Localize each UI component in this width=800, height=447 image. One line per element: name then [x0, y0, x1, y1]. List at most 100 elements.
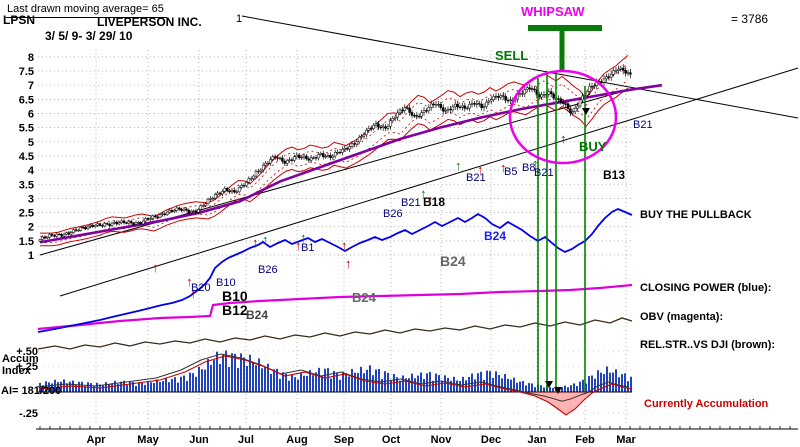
closing-power-line — [37, 208, 633, 333]
signal-arrows: ↑↑↑↑ ↑ ↑↑↑↑ ↑↑↑ ↑↑↑ ↑ — [152, 131, 567, 301]
b-signal-label: B8 — [522, 162, 535, 174]
b-signal-label: B24 — [484, 229, 506, 243]
price-tick-label: 4.5 — [19, 151, 34, 163]
signal-arrow: ↑ — [477, 162, 484, 177]
signal-arrow: ↑ — [252, 235, 259, 250]
trendlines — [39, 15, 799, 297]
accum-histogram — [38, 350, 632, 393]
accum-tick-label: +.50 — [16, 346, 38, 358]
b-signal-label: B10 — [216, 277, 236, 289]
signal-arrow: ↑ — [300, 230, 307, 245]
month-label: Jul — [238, 434, 254, 446]
signal-arrow: ↑ — [186, 274, 193, 289]
month-label: Oct — [382, 434, 401, 446]
price-tick-label: 3.5 — [19, 179, 34, 191]
signal-arrow: ↑ — [341, 238, 348, 253]
rel-strength-label: REL.STR..VS DJI (brown): — [640, 339, 776, 351]
month-label: Aug — [286, 434, 307, 446]
signal-arrow: ↑ — [455, 158, 462, 173]
signal-vlines — [537, 72, 590, 394]
obv-label: OBV (magenta): — [640, 311, 724, 323]
accum-index-label-line1: Accum — [2, 353, 39, 365]
axis-labels: 8 7.5 7 6.5 6 5.5 5 4.5 4 3.5 3 2.5 2 1.5 1 +.50 +.25 -.2… — [16, 52, 38, 420]
b-signal-label: B18 — [423, 195, 445, 209]
b-signal-label: B24 — [246, 308, 268, 322]
price-tick-label: 1 — [28, 250, 34, 262]
ticker-symbol: LPSN — [3, 13, 36, 27]
signal-arrow: ↑ — [190, 286, 197, 301]
price-tick-label: 2.5 — [19, 208, 34, 220]
buy-annotation: BUY — [579, 139, 607, 154]
b-signal-label: B21 — [534, 167, 554, 179]
b-signal-label: B21 — [633, 119, 653, 131]
price-candles — [38, 64, 632, 243]
buy-pullback-label: BUY THE PULLBACK — [640, 209, 752, 221]
b-signal-label: B1 — [301, 242, 314, 254]
signal-arrow: ↑ — [560, 131, 567, 146]
b-signal-label: B21 — [466, 172, 486, 184]
b-signal-label: B21 — [401, 197, 421, 209]
signal-arrow: ↑ — [152, 260, 159, 275]
price-tick-label: 7.5 — [19, 66, 34, 78]
signal-arrow: ↑ — [420, 186, 427, 201]
accumulation-status-label: Currently Accumulation — [644, 398, 769, 410]
month-label: Jan — [528, 434, 547, 446]
month-label: Mar — [616, 434, 636, 446]
price-tick-label: 6.5 — [19, 94, 34, 106]
b-signal-label: B12 — [222, 302, 248, 318]
month-label: Apr — [87, 434, 107, 446]
b-signal-label: B24 — [440, 253, 466, 269]
month-label: Jun — [189, 434, 209, 446]
accum-index-label-line2: Index — [2, 365, 31, 377]
price-tick-label: 2 — [28, 222, 34, 234]
price-tick-label: 5 — [28, 137, 34, 149]
bollinger-bands — [40, 55, 629, 247]
price-tick-label: 4 — [28, 165, 35, 177]
month-label: Dec — [481, 434, 501, 446]
month-label: Feb — [575, 434, 595, 446]
signal-arrow: ↑ — [427, 192, 434, 207]
b-signal-label: B5 — [504, 166, 517, 178]
price-tick-label: 5.5 — [19, 123, 34, 135]
whipsaw-annotation: WHIPSAW — [521, 4, 585, 19]
b-signal-label: B26 — [383, 208, 403, 220]
month-label: May — [137, 434, 159, 446]
price-tick-label: 6 — [28, 109, 34, 121]
b-signal-label: B10 — [222, 288, 248, 304]
company-name: LIVEPERSON INC. — [97, 15, 202, 29]
b-signal-label: B26 — [258, 264, 278, 276]
month-label: Sep — [334, 434, 354, 446]
moving-average-line — [39, 83, 663, 244]
date-range: 3/ 5/ 9- 3/ 29/ 10 — [45, 29, 133, 43]
signal-arrow: ↑ — [345, 256, 352, 271]
accum-tick-label: -.25 — [19, 408, 38, 420]
last-ma-label: Last drawn moving average= 65 — [6, 3, 167, 18]
closing-power-label: CLOSING POWER (blue): — [640, 282, 772, 294]
trendline-marker: 1 — [236, 13, 243, 25]
obv-line — [37, 283, 633, 331]
signal-arrow: ↑ — [532, 156, 539, 171]
price-tick-label: 1.5 — [19, 236, 34, 248]
accum-tick-label: +.25 — [16, 361, 38, 373]
ai-ratio-value: AI= 181/200 — [1, 385, 62, 397]
price-tick-label: 3 — [28, 193, 34, 205]
price-tick-label: 7 — [28, 80, 34, 92]
obv-value: = 3786 — [731, 12, 769, 26]
highlight-ellipse — [508, 69, 618, 165]
b-signal-label: B20 — [191, 282, 211, 294]
b-signal-label: B24 — [352, 290, 377, 305]
signal-arrow: ↑ — [295, 238, 302, 253]
signal-arrow: ↑ — [262, 232, 269, 247]
b-signal-label: B13 — [603, 168, 625, 182]
rel-strength-line — [37, 317, 633, 350]
bottom-axis: Apr May Jun Jul Aug Sep Oct Nov Dec Jan Feb Mar — [36, 426, 798, 446]
ai-lines — [35, 353, 633, 416]
sell-annotation: SELL — [495, 48, 529, 63]
price-tick-label: 8 — [28, 52, 34, 64]
month-label: Nov — [431, 434, 453, 446]
whipsaw-marker — [528, 25, 602, 71]
signal-arrow: ↑ — [500, 160, 507, 175]
